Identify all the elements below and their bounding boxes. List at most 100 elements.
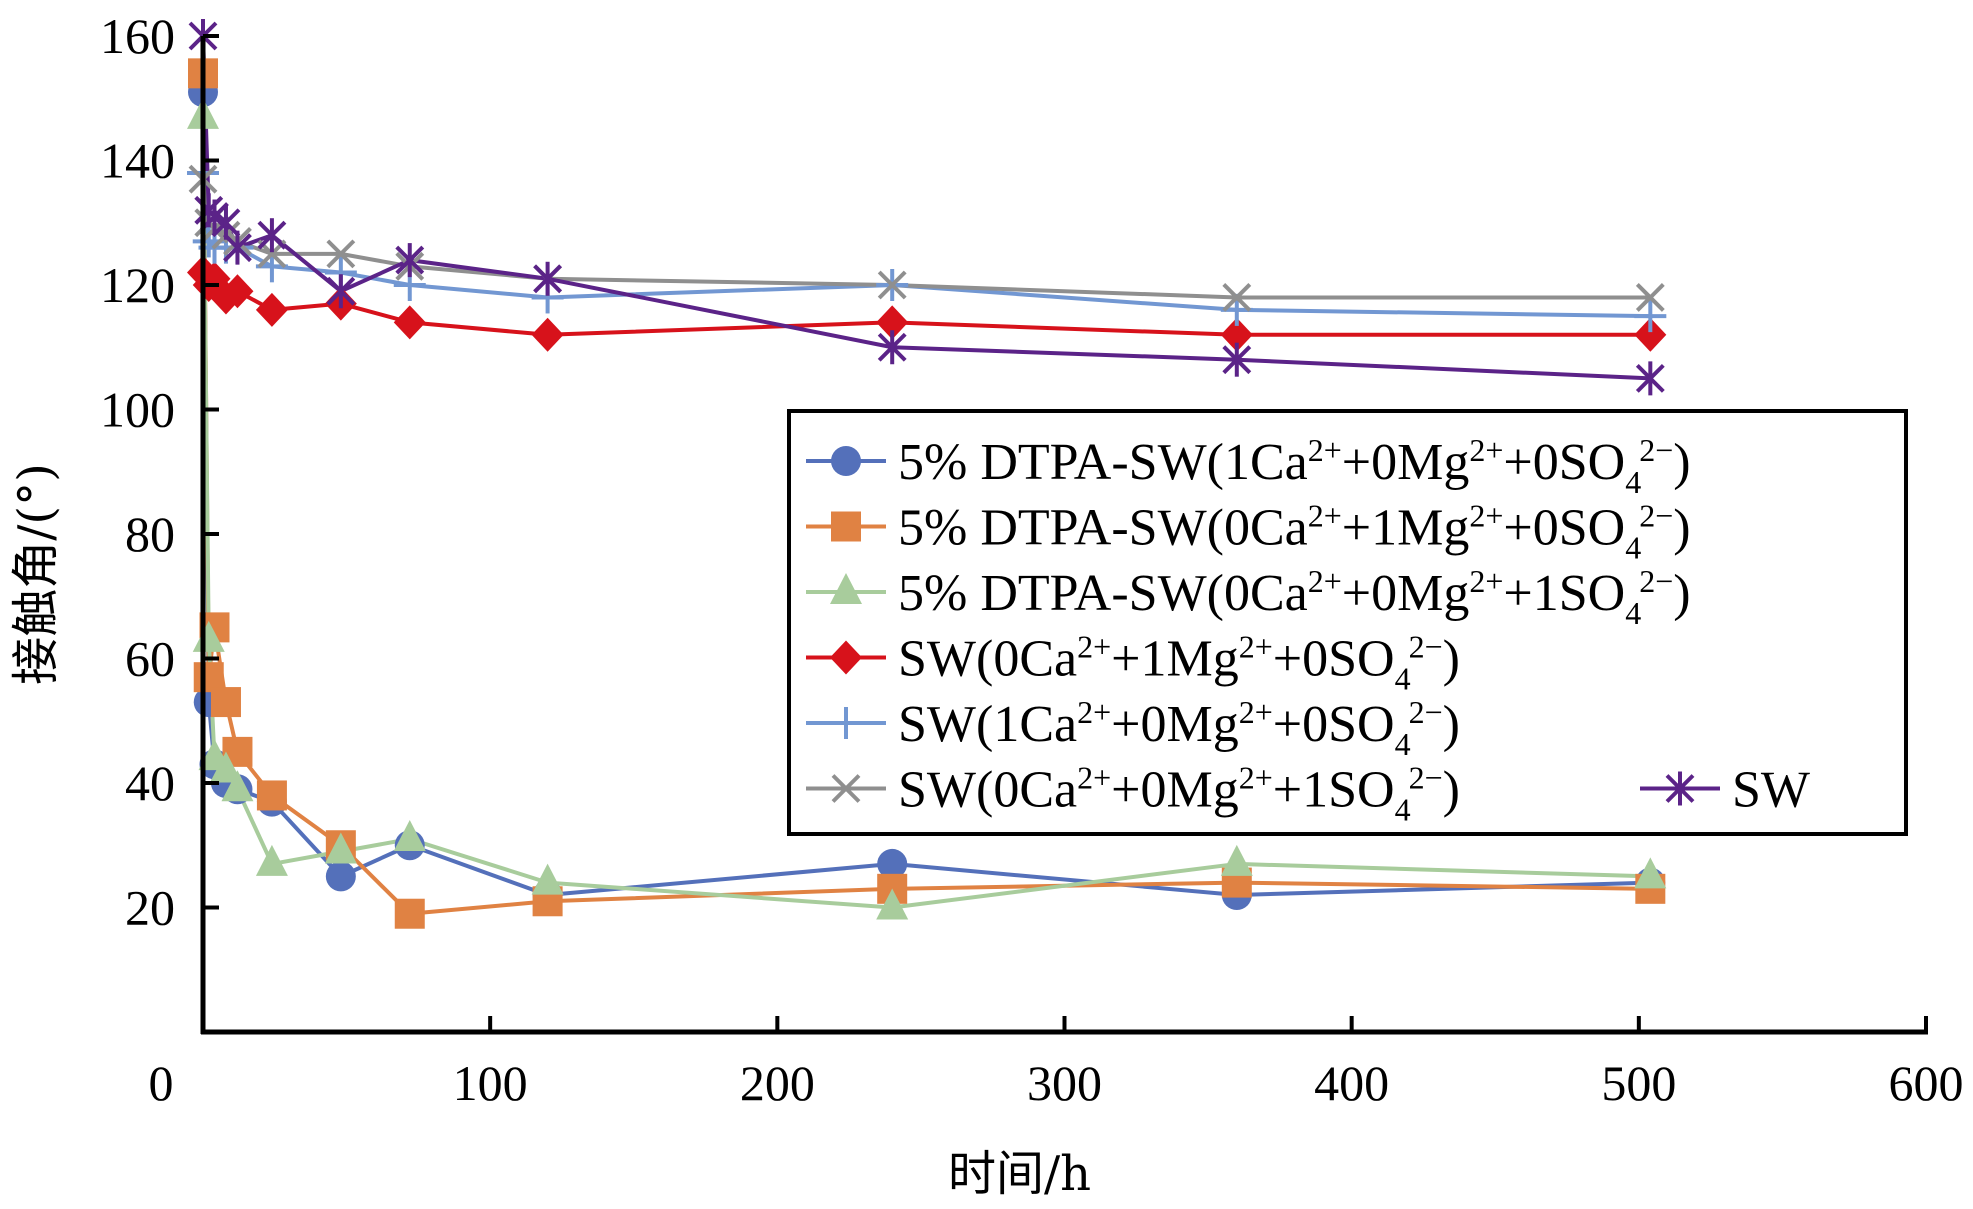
data-point-triangle xyxy=(1634,857,1667,889)
x-marker-b xyxy=(831,774,861,803)
label-text: ) xyxy=(1673,565,1690,622)
series-line-5 xyxy=(201,178,1651,300)
legend-entry: SW(0Ca2++1Mg2++0SO42−) xyxy=(806,629,1460,697)
data-point-diamond xyxy=(1220,317,1253,352)
x-tick-label: 200 xyxy=(740,1055,815,1111)
superscript: 2+ xyxy=(1239,694,1273,730)
y-tick-label: 20 xyxy=(125,880,175,936)
legend-marker-triangle xyxy=(830,573,862,604)
legend-marker-x xyxy=(831,774,861,803)
legend-entry: SW(0Ca2++0Mg2++1SO42−) xyxy=(806,760,1460,828)
data-point-triangle xyxy=(209,751,242,783)
legend-label: 5% DTPA-SW(1Ca2++0Mg2++0SO42−) xyxy=(898,432,1691,500)
label-text: +1SO xyxy=(1503,565,1625,622)
superscript: 2+ xyxy=(1077,760,1111,796)
label-text: ) xyxy=(1443,696,1460,753)
superscript: 2− xyxy=(1409,760,1443,796)
legend-entry: 5% DTPA-SW(1Ca2++0Mg2++0SO42−) xyxy=(806,432,1691,500)
x-tick-label: 0 xyxy=(149,1055,174,1111)
y-tick-label: 140 xyxy=(100,133,175,189)
data-point-x xyxy=(877,270,907,300)
data-point-star xyxy=(223,230,252,265)
data-point-diamond xyxy=(1634,317,1667,352)
data-point-star xyxy=(326,274,356,309)
superscript: 2+ xyxy=(1239,760,1273,796)
data-point-square xyxy=(210,687,241,718)
data-point-star xyxy=(395,243,425,278)
legend-marker-square xyxy=(831,511,861,542)
label-text: 5% DTPA-SW(1Ca xyxy=(898,434,1308,491)
superscript: 2− xyxy=(1639,432,1673,468)
y-tick-label: 60 xyxy=(125,631,175,687)
superscript: 2+ xyxy=(1077,629,1111,665)
data-point-diamond xyxy=(221,274,254,309)
data-point-x xyxy=(1635,283,1665,312)
subscript: 4 xyxy=(1625,530,1641,566)
label-text: ) xyxy=(1673,434,1690,491)
x-marker-b xyxy=(326,239,356,269)
series-line-4 xyxy=(201,172,1651,319)
label-text: +0SO xyxy=(1503,500,1625,557)
superscript: 2− xyxy=(1409,629,1443,665)
x-marker-b xyxy=(1635,283,1665,312)
label-text: +0Mg xyxy=(1342,565,1470,622)
y-tick-label: 120 xyxy=(100,257,175,313)
label-text: +1Mg xyxy=(1342,500,1470,557)
legend-entry: 5% DTPA-SW(0Ca2++1Mg2++0SO42−) xyxy=(806,498,1691,566)
data-point-triangle xyxy=(255,844,288,876)
legend-label: SW(0Ca2++1Mg2++0SO42−) xyxy=(898,629,1460,697)
label-text: SW xyxy=(1732,762,1810,819)
data-point-plus xyxy=(1634,300,1667,333)
x-tick-label: 500 xyxy=(1601,1055,1676,1111)
superscript: 2+ xyxy=(1308,563,1342,599)
x-marker-b xyxy=(1222,283,1252,312)
subscript: 4 xyxy=(1395,792,1411,828)
label-text: SW(0Ca xyxy=(898,762,1077,819)
label-text: +0Mg xyxy=(1111,762,1239,819)
subscript: 4 xyxy=(1395,726,1411,762)
superscript: 2− xyxy=(1639,563,1673,599)
superscript: 2+ xyxy=(1308,498,1342,534)
data-point-circle xyxy=(325,861,356,892)
label-text: ) xyxy=(1443,631,1460,688)
y-axis-title: 接触角/(°) xyxy=(8,463,64,685)
legend-entry: 5% DTPA-SW(0Ca2++0Mg2++1SO42−) xyxy=(806,563,1691,631)
data-point-square xyxy=(256,780,287,811)
superscript: 2+ xyxy=(1077,694,1111,730)
superscript: 2+ xyxy=(1469,563,1503,599)
legend-label: SW(0Ca2++0Mg2++1SO42−) xyxy=(898,760,1460,828)
y-tick-label: 40 xyxy=(125,755,175,811)
label-text: +0SO xyxy=(1273,696,1395,753)
data-point-triangle xyxy=(876,888,909,920)
superscript: 2+ xyxy=(1469,498,1503,534)
legend-items: 5% DTPA-SW(1Ca2++0Mg2++0SO42−)5% DTPA-SW… xyxy=(806,432,1810,828)
x-ticks: 0 100 200 300 400 500 600 xyxy=(149,1016,1964,1111)
legend-marker-circle xyxy=(831,446,861,476)
legend-box xyxy=(787,409,1908,836)
data-point-x xyxy=(326,239,356,269)
label-text: +1SO xyxy=(1273,762,1395,819)
superscript: 2− xyxy=(1639,498,1673,534)
label-text: +0Mg xyxy=(1342,434,1470,491)
axes: 0 100 200 300 400 500 600 20 40 60 80 100 120 140 160 xyxy=(100,8,1964,1111)
x-tick-label: 600 xyxy=(1889,1055,1964,1111)
subscript: 4 xyxy=(1625,595,1641,631)
data-point-diamond xyxy=(531,317,564,352)
legend-entry: SW(1Ca2++0Mg2++0SO42−) xyxy=(806,694,1460,762)
x-tick-label: 100 xyxy=(453,1055,528,1111)
legend-label: 5% DTPA-SW(0Ca2++0Mg2++1SO42−) xyxy=(898,563,1691,631)
data-point-triangle xyxy=(221,770,254,802)
data-point-diamond xyxy=(876,305,909,340)
data-point-star xyxy=(1635,361,1665,396)
legend-marker-star xyxy=(1665,771,1695,806)
legend-entry: SW xyxy=(1640,762,1810,819)
x-tick-label: 400 xyxy=(1314,1055,1389,1111)
label-text: SW(0Ca xyxy=(898,631,1077,688)
label-text: +1Mg xyxy=(1111,631,1239,688)
legend-label: SW xyxy=(1732,762,1810,819)
superscript: 2+ xyxy=(1239,629,1273,665)
superscript: 2+ xyxy=(1469,432,1503,468)
label-text: SW(1Ca xyxy=(898,696,1077,753)
subscript: 4 xyxy=(1625,464,1641,500)
